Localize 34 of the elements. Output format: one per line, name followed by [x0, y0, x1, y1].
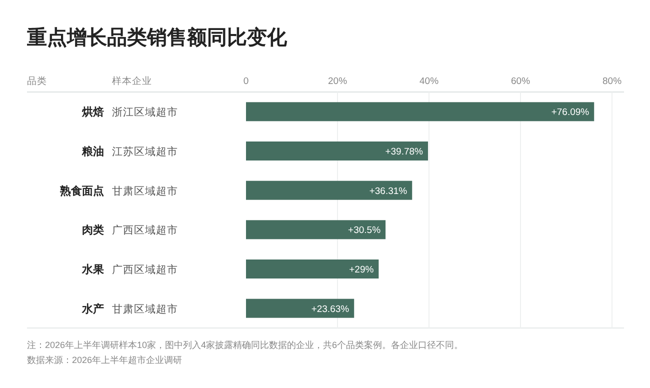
data-label: +39.78% [385, 146, 424, 158]
x2-tick-label: 40% [419, 76, 440, 87]
data-label: +29% [349, 264, 374, 276]
y2-tick-label: 江苏区域超市 [112, 145, 178, 158]
chart-title: 重点增长品类销售额同比变化 [26, 26, 288, 49]
bar [246, 298, 354, 318]
x2-tick-label: 60% [510, 76, 531, 87]
data-label: +23.63% [311, 304, 350, 315]
data-label: +76.09% [551, 107, 590, 118]
y2-tick-label: 广西区域超市 [112, 263, 178, 276]
bar [246, 102, 594, 122]
data-label: +30.5% [348, 225, 382, 236]
y-tick-label: 水果 [81, 263, 105, 276]
y2-tick-label: 甘肃区域超市 [112, 184, 178, 198]
y-tick-label: 烘焙 [81, 106, 104, 119]
y2-axis-title: 样本企业 [112, 75, 152, 87]
x2-tick-label: 0 [243, 76, 249, 87]
y-tick-label: 粮油 [81, 145, 104, 158]
source-note: 数据来源：2026年上半年超市企业调研 [27, 355, 182, 365]
bar [246, 220, 386, 240]
y-tick-label: 熟食面点 [59, 184, 104, 198]
data-label: +36.31% [369, 186, 408, 197]
bar [246, 260, 379, 278]
y2-tick-label: 广西区域超市 [112, 224, 178, 237]
y-tick-label: 水产 [81, 302, 104, 316]
bar [246, 142, 428, 160]
y2-tick-label: 甘肃区域超市 [112, 302, 178, 316]
y2-tick-label: 浙江区域超市 [112, 106, 178, 119]
x2-tick-label: 80% [602, 76, 622, 87]
x2-tick-label: 20% [328, 76, 348, 87]
text: 注：2026年上半年调研样本10家，图中列入4家披露精确同比数据的企业，共6个品类案例。各企业口径不同。 [27, 340, 464, 350]
y-axis-title: 品类 [27, 75, 47, 87]
y-tick-label: 肉类 [82, 224, 104, 237]
bar [246, 180, 412, 200]
